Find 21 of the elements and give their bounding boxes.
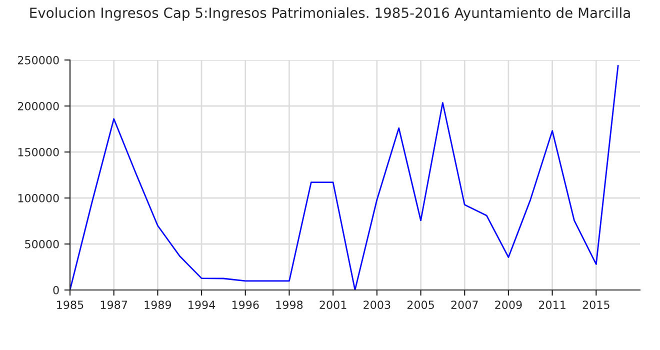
x-tick-label: 1994	[188, 300, 216, 310]
x-tick-label: 2011	[538, 300, 566, 310]
y-tick-label: 250000	[18, 56, 59, 64]
x-tick-label: 2007	[451, 300, 478, 310]
x-tick-label: 2015	[582, 300, 610, 310]
x-tick-label: 1987	[100, 300, 128, 310]
x-tick-label: 1998	[276, 300, 303, 310]
x-tick-label: 2001	[320, 300, 346, 310]
x-tick-label: 1985	[57, 300, 84, 310]
x-tick-label: 1989	[144, 300, 172, 310]
x-tick-label: 2003	[364, 300, 390, 310]
x-tick-label: 1996	[232, 300, 259, 310]
y-tick-label: 100000	[18, 194, 59, 202]
x-tick-label: 2005	[407, 300, 434, 310]
y-tick-label: 0	[53, 286, 59, 294]
y-tick-label: 200000	[18, 102, 59, 110]
line-series	[70, 64, 619, 290]
x-tick-label: 2009	[495, 300, 522, 310]
y-tick-label: 150000	[18, 148, 59, 156]
y-tick-label: 50000	[25, 240, 59, 248]
chart-title: Evolucion Ingresos Cap 5:Ingresos Patrimoniales. 1985-2016 Ayuntamiento de Marcilla	[30, 7, 630, 21]
